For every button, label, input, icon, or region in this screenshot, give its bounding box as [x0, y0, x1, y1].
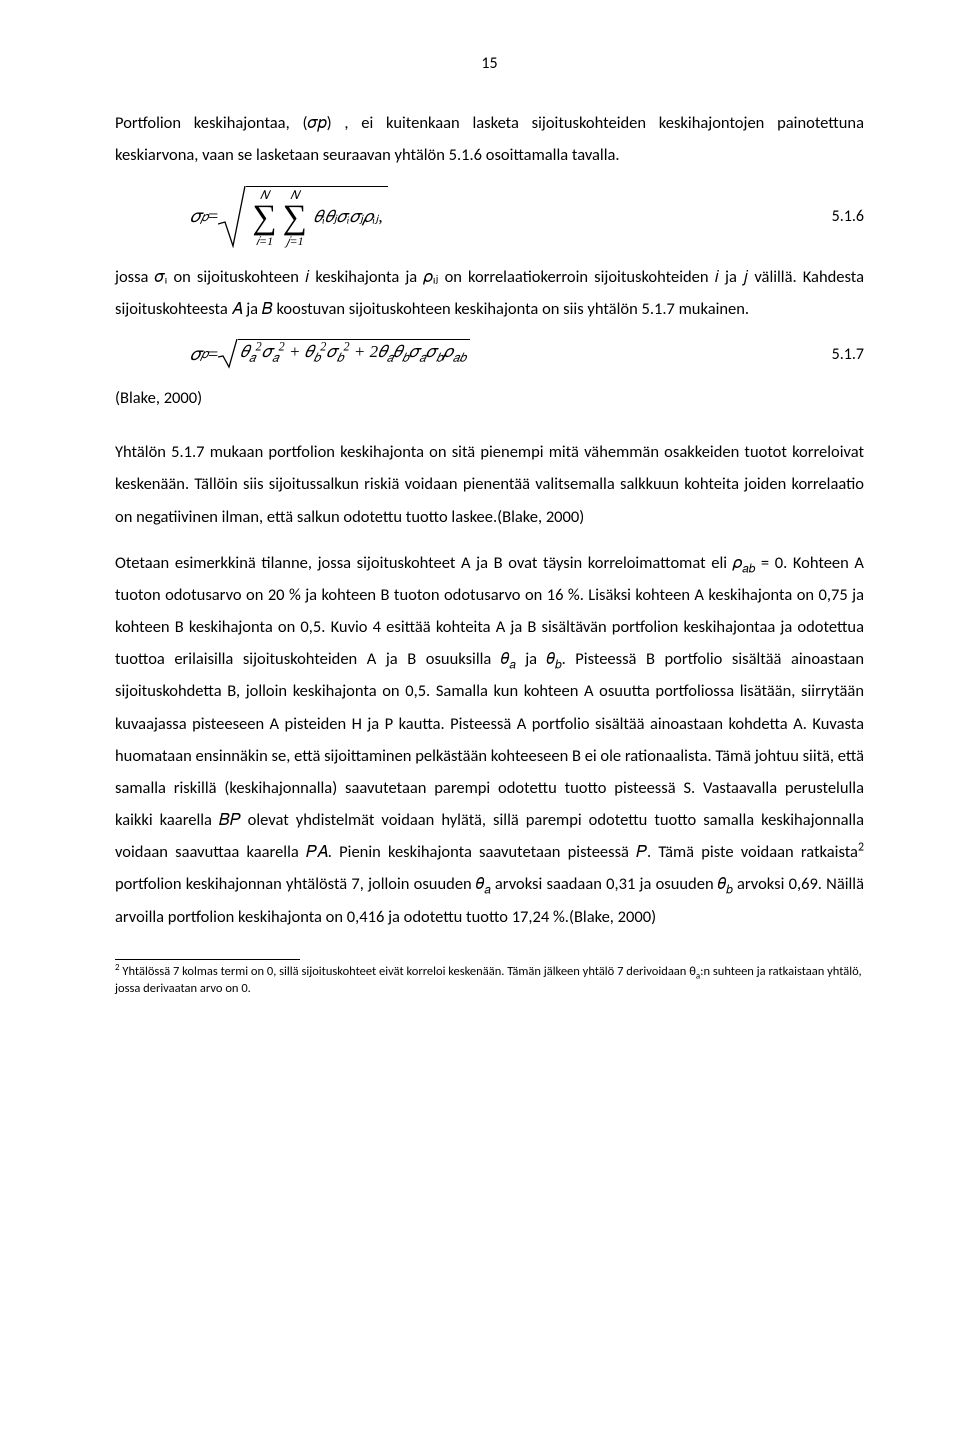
sigma-icon: ∑	[283, 201, 307, 235]
cite-blake: (Blake, 2000)	[115, 382, 864, 414]
eq516-term: 𝜃ᵢ𝜃ⱼ𝜎ᵢ𝜎ⱼ𝜌ᵢⱼ,	[310, 207, 383, 227]
sum-i: 𝑁 ∑ 𝑖=1	[252, 189, 276, 247]
sum-j: 𝑁 ∑ 𝑗=1	[283, 189, 307, 247]
radical-icon	[218, 186, 246, 248]
eq517-lhs: 𝜎	[190, 344, 201, 366]
radical-icon	[218, 339, 238, 369]
radical-block: 𝑁 ∑ 𝑖=1 𝑁 ∑ 𝑗=1 𝜃ᵢ𝜃ⱼ𝜎ᵢ𝜎ⱼ𝜌ᵢⱼ,	[218, 186, 387, 249]
eq517-inside: 𝜃𝑎2𝜎𝑎2 + 𝜃𝑏2𝜎𝑏2 + 2𝜃𝑎𝜃𝑏𝜎𝑎𝜎𝑏𝜌𝑎𝑏	[238, 339, 470, 369]
sqrt-inline: 𝜃𝑎2𝜎𝑎2 + 𝜃𝑏2𝜎𝑏2 + 2𝜃𝑎𝜃𝑏𝜎𝑎𝜎𝑏𝜌𝑎𝑏	[218, 339, 470, 369]
eq517-number: 5.1.7	[804, 339, 864, 370]
equation-517: 𝜎𝑝 = 𝜃𝑎2𝜎𝑎2 + 𝜃𝑏2𝜎𝑏2 + 2𝜃𝑎𝜃𝑏𝜎𝑎𝜎𝑏𝜌𝑎𝑏	[115, 339, 804, 369]
paragraph-3: Yhtälön 5.1.7 mukaan portfolion keskihaj…	[115, 436, 864, 533]
eq516-number: 5.1.6	[804, 201, 864, 232]
footnote-separator	[115, 959, 300, 960]
paragraph-2: jossa 𝜎ᵢ on sijoituskohteen 𝑖 keskihajon…	[115, 261, 864, 325]
sigma-icon: ∑	[252, 201, 276, 235]
equation-517-row: 𝜎𝑝 = 𝜃𝑎2𝜎𝑎2 + 𝜃𝑏2𝜎𝑏2 + 2𝜃𝑎𝜃𝑏𝜎𝑎𝜎𝑏𝜌𝑎𝑏 5.1.…	[115, 339, 864, 370]
eq517-equals: =	[208, 344, 218, 366]
eq516-equals: =	[208, 206, 218, 228]
page-number: 15	[115, 48, 864, 79]
equation-516: 𝜎𝑝 = 𝑁 ∑ 𝑖=1 𝑁 ∑	[115, 186, 804, 249]
paragraph-4: Otetaan esimerkkinä tilanne, jossa sijoi…	[115, 547, 864, 933]
eq516-lhs: 𝜎	[190, 206, 201, 228]
paragraph-1: Portfolion keskihajontaa, (𝜎𝑝) , ei kuit…	[115, 107, 864, 171]
equation-516-row: 𝜎𝑝 = 𝑁 ∑ 𝑖=1 𝑁 ∑	[115, 186, 864, 249]
footnote-2: 2 Yhtälössä 7 kolmas termi on 0, sillä s…	[115, 964, 864, 998]
